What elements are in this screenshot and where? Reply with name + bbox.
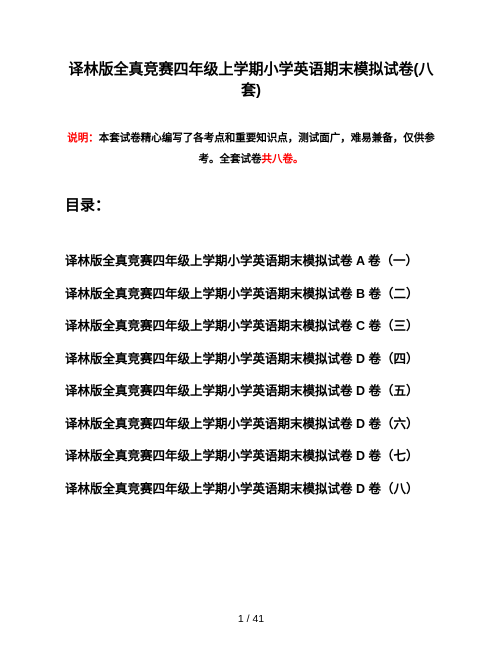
toc-item: 译林版全真竞赛四年级上学期小学英语期末模拟试卷 D 卷（六） bbox=[65, 408, 437, 441]
toc-heading: 目录： bbox=[65, 194, 437, 215]
toc-item: 译林版全真竞赛四年级上学期小学英语期末模拟试卷 D 卷（四） bbox=[65, 343, 437, 376]
desc-red-tail: 共八卷。 bbox=[262, 153, 304, 165]
toc-item: 译林版全真竞赛四年级上学期小学英语期末模拟试卷 D 卷（八） bbox=[65, 473, 437, 506]
toc-list: 译林版全真竞赛四年级上学期小学英语期末模拟试卷 A 卷（一） 译林版全真竞赛四年… bbox=[65, 245, 437, 505]
description-block: 说明：本套试卷精心编写了各考点和重要知识点，测试面广，难易兼备，仅供参考。全套试… bbox=[65, 128, 437, 170]
toc-item: 译林版全真竞赛四年级上学期小学英语期末模拟试卷 C 卷（三） bbox=[65, 310, 437, 343]
toc-item: 译林版全真竞赛四年级上学期小学英语期末模拟试卷 A 卷（一） bbox=[65, 245, 437, 278]
toc-item: 译林版全真竞赛四年级上学期小学英语期末模拟试卷 D 卷（七） bbox=[65, 440, 437, 473]
desc-label: 说明： bbox=[67, 132, 99, 144]
page-title: 译林版全真竞赛四年级上学期小学英语期末模拟试卷(八套) bbox=[65, 58, 437, 100]
document-page: 译林版全真竞赛四年级上学期小学英语期末模拟试卷(八套) 说明：本套试卷精心编写了… bbox=[0, 0, 502, 649]
page-footer: 1 / 41 bbox=[0, 613, 502, 625]
toc-item: 译林版全真竞赛四年级上学期小学英语期末模拟试卷 B 卷（二） bbox=[65, 278, 437, 311]
toc-item: 译林版全真竞赛四年级上学期小学英语期末模拟试卷 D 卷（五） bbox=[65, 375, 437, 408]
